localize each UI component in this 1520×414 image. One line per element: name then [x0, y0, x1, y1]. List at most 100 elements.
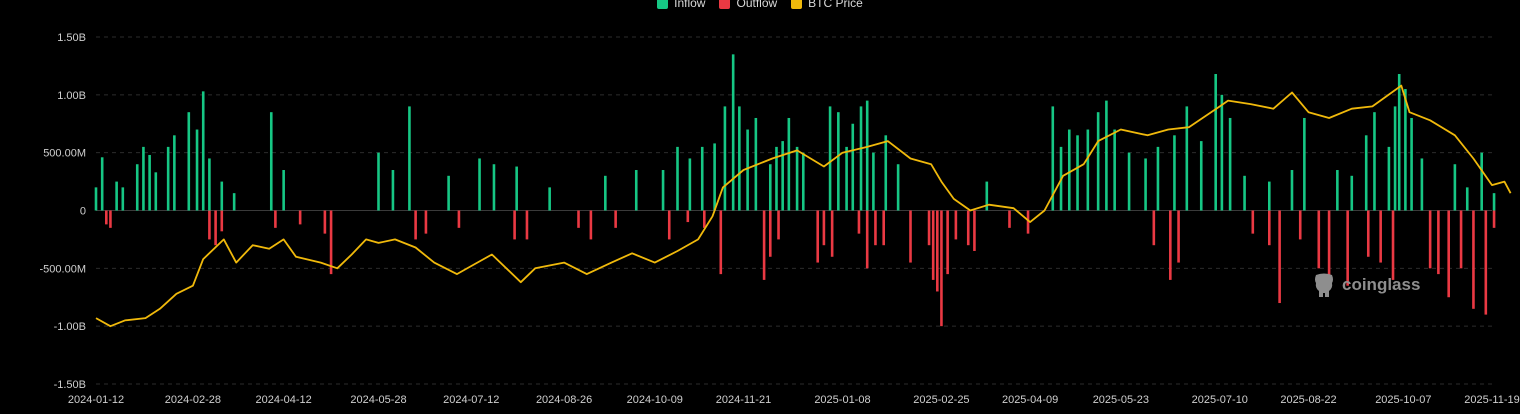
outflow-bar	[1026, 210, 1030, 234]
y-tick-label: -1.50B	[54, 379, 86, 391]
x-tick-label: 2025-07-10	[1192, 394, 1248, 406]
outflow-bar	[1472, 210, 1475, 309]
inflow-bar	[1364, 135, 1368, 211]
outflow-bar	[882, 210, 885, 246]
x-tick-label: 2025-01-08	[814, 394, 870, 406]
outflow-bar	[274, 210, 277, 228]
x-tick-label: 2024-02-28	[165, 394, 221, 406]
outflow-bar	[703, 210, 706, 228]
inflow-bar	[195, 129, 199, 211]
inflow-bar	[795, 146, 799, 211]
x-tick-label: 2025-08-22	[1280, 394, 1336, 406]
outflow-bar	[220, 210, 224, 232]
inflow-bar	[985, 181, 989, 211]
inflow-bar	[634, 170, 638, 211]
outflow-bar	[577, 210, 580, 228]
inflow-bar	[115, 181, 118, 211]
outflow-bar	[1251, 210, 1255, 234]
outflow-bar	[927, 210, 931, 246]
inflow-bar	[1480, 152, 1483, 211]
outflow-bar	[857, 210, 861, 234]
outflow-bar	[1152, 210, 1156, 246]
btc-price-line	[95, 84, 1512, 328]
legend-item-outflow[interactable]: Outflow	[719, 0, 777, 10]
inflow-bar	[1465, 187, 1469, 211]
inflow-bar	[1243, 175, 1246, 211]
outflow-bar	[936, 210, 939, 292]
inflow-bar	[1051, 106, 1055, 211]
outflow-bar	[940, 210, 943, 327]
x-tick-label: 2024-11-21	[716, 394, 771, 406]
y-tick-label: 1.00B	[57, 90, 86, 102]
inflow-bar	[884, 135, 888, 211]
inflow-bar	[661, 170, 665, 211]
inflow-bar	[220, 181, 224, 211]
inflow-bar	[447, 175, 450, 211]
outflow-bar	[457, 210, 461, 228]
inflow-bar	[731, 54, 735, 211]
outflow-bar	[816, 210, 820, 263]
x-tick-label: 2025-02-25	[913, 394, 969, 406]
inflow-bar	[154, 172, 158, 211]
x-axis-tick-labels: 2024-01-12 2024-02-28 2024-04-12 2024-05-28…	[68, 394, 1520, 406]
inflow-bar	[851, 123, 855, 211]
outflow-bar	[1428, 210, 1432, 269]
chart-legend: Inflow Outflow BTC Price	[0, 0, 1520, 10]
outflow-bar	[1447, 210, 1450, 298]
inflow-bar	[872, 152, 875, 211]
outflow-bar	[109, 210, 112, 228]
outflow-bar	[105, 210, 108, 225]
y-tick-label: -500.00M	[40, 263, 86, 275]
inflow-bar	[1199, 141, 1203, 211]
legend-label-btc-price: BTC Price	[808, 0, 863, 10]
inflow-bar	[1156, 146, 1160, 211]
outflow-bar	[954, 210, 958, 240]
outflow-bar	[614, 210, 617, 228]
y-axis-tick-labels: 1.50B 1.00B 500.00M 0 -500.00M -1.00B -1.50B	[40, 32, 86, 391]
outflow-bar	[777, 210, 780, 240]
inflow-bar	[515, 166, 518, 211]
inflow-bar	[94, 187, 98, 211]
inflow-bar	[1185, 106, 1189, 211]
x-tick-label: 2025-04-09	[1002, 394, 1058, 406]
inflow-bar	[859, 106, 863, 211]
outflow-bar	[946, 210, 949, 275]
outflow-bar	[1177, 210, 1180, 263]
inflow-bar	[1404, 89, 1407, 211]
btc-price-swatch-icon	[791, 0, 803, 9]
inflow-bar	[121, 187, 125, 211]
outflow-bar	[323, 210, 327, 234]
inflow-bar	[1067, 129, 1071, 211]
y-tick-label: 500.00M	[43, 148, 86, 160]
outflow-bar	[1008, 210, 1011, 228]
legend-item-inflow[interactable]: Inflow	[657, 0, 705, 10]
inflow-bar	[166, 146, 170, 211]
inflow-bar	[148, 154, 151, 211]
x-tick-label: 2024-01-12	[68, 394, 124, 406]
inflow-bar	[1453, 164, 1457, 211]
inflow-swatch-icon	[657, 0, 669, 9]
outflow-bar	[1169, 210, 1172, 280]
inflow-bar	[1173, 135, 1176, 211]
inflow-bar	[768, 164, 772, 211]
outflow-bar	[1459, 210, 1463, 269]
inflow-bar	[1144, 158, 1147, 211]
outflow-bar	[1327, 210, 1331, 280]
inflow-bar	[1113, 129, 1116, 211]
outflow-bar	[298, 210, 302, 225]
outflow-bar	[525, 210, 529, 240]
inflow-bar	[1105, 100, 1108, 211]
outflow-bar	[762, 210, 766, 280]
y-tick-label: 0	[80, 206, 86, 218]
inflow-bar	[1373, 112, 1376, 211]
outflow-bar	[329, 210, 333, 275]
btc-price-line-group	[95, 84, 1512, 328]
outflow-bar	[1366, 210, 1370, 257]
inflow-bar	[837, 112, 840, 211]
inflow-bar	[391, 170, 395, 211]
legend-item-btc-price[interactable]: BTC Price	[791, 0, 863, 10]
inflow-bar	[187, 112, 191, 211]
outflow-bar	[589, 210, 593, 240]
y-tick-label: 1.50B	[57, 32, 86, 44]
inflow-bar	[801, 152, 805, 211]
